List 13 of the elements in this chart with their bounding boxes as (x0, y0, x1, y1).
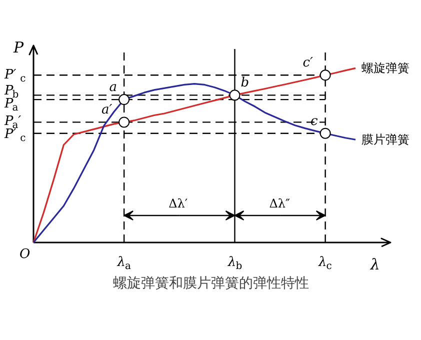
text: 螺旋弹簧和膜片弹簧的弹性特性 (113, 276, 309, 292)
annotation: a′ (101, 102, 112, 118)
text: O (20, 247, 30, 262)
annotation: b (240, 76, 250, 91)
series-label: 螺旋弹簧 (362, 61, 410, 76)
annotation: a (109, 80, 118, 96)
annotation: c′ (302, 56, 313, 71)
annotation: Δλ′ (168, 196, 188, 210)
y-axis-title: P (12, 38, 24, 56)
series-label: 膜片弹簧 (362, 132, 410, 147)
x-axis-title: λ (369, 256, 380, 274)
ref-line-label: P′c (4, 68, 26, 85)
annotation: Δλ″ (269, 196, 291, 210)
